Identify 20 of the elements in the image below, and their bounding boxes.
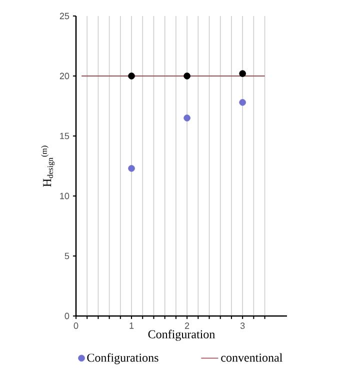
point (128, 72, 135, 80)
x-tick-label: 2 (184, 322, 190, 329)
point (239, 70, 246, 77)
x-tick-label: 1 (130, 322, 134, 329)
x-tick-label: 0 (74, 322, 78, 329)
x-axis-title: Configuration (148, 330, 215, 341)
y-tick-label: 0 (64, 312, 70, 320)
point (128, 165, 135, 172)
point (184, 114, 190, 122)
legend-label: conventional (221, 353, 282, 362)
y-tick-label: 20 (60, 72, 70, 80)
y-tick-label: 5 (64, 252, 70, 260)
x-tick-label: 3 (240, 322, 245, 329)
y-tick-label: 10 (60, 192, 70, 200)
y-tick-label: 25 (60, 12, 70, 20)
y-tick-label: 15 (60, 132, 70, 140)
y-axis-title: H$_{design}$(m) (41, 146, 55, 187)
point (184, 72, 190, 80)
point (239, 99, 246, 106)
legend-label: Configurations (87, 353, 158, 364)
